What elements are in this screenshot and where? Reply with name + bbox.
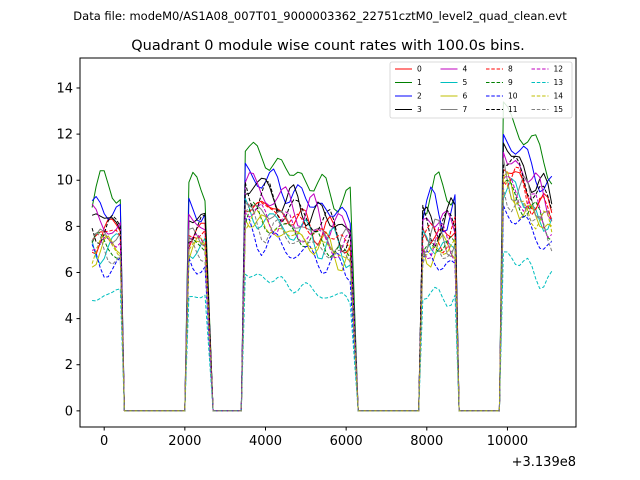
y-tick-label: 8 — [65, 220, 73, 235]
series-line-9 — [91, 179, 553, 412]
legend-label-6: 6 — [463, 92, 468, 101]
axes-frame — [79, 57, 577, 428]
x-tick-label: 8000 — [410, 434, 443, 449]
series-line-15 — [91, 187, 553, 412]
y-tick-label: 10 — [56, 174, 73, 189]
legend-label-9: 9 — [508, 78, 513, 87]
series-line-5 — [91, 178, 553, 412]
legend-label-12: 12 — [554, 65, 564, 74]
legend-label-14: 14 — [554, 92, 564, 101]
series-lines — [91, 101, 553, 412]
series-line-14 — [91, 176, 553, 412]
chart-title: Quadrant 0 module wise count rates with … — [131, 38, 525, 54]
series-line-12 — [91, 175, 553, 412]
y-tick-label: 2 — [65, 358, 73, 373]
y-tick-label: 0 — [65, 404, 73, 419]
legend-label-5: 5 — [463, 78, 468, 87]
x-axis-offset-label: +3.139e8 — [512, 455, 576, 470]
legend-label-4: 4 — [463, 65, 468, 74]
legend-label-2: 2 — [417, 92, 422, 101]
data-file-label: Data file: modeM0/AS1A08_007T01_90000033… — [73, 9, 567, 23]
series-line-3 — [91, 142, 553, 412]
legend-label-11: 11 — [508, 105, 518, 114]
x-tick-label: 10000 — [487, 434, 528, 449]
y-axis-ticks: 0 2 4 6 8 10 12 14 — [56, 81, 80, 419]
legend-label-13: 13 — [554, 78, 564, 87]
series-line-4 — [91, 151, 553, 412]
y-tick-label: 14 — [56, 81, 73, 96]
x-tick-label: 2000 — [168, 434, 201, 449]
legend-frame — [389, 61, 573, 119]
series-line-7 — [91, 157, 553, 412]
series-line-1 — [91, 101, 553, 412]
legend-label-3: 3 — [417, 105, 422, 114]
series-line-13 — [92, 251, 553, 412]
legend-label-7: 7 — [463, 105, 468, 114]
y-tick-label: 4 — [65, 312, 73, 327]
legend-label-8: 8 — [508, 65, 513, 74]
legend-label-10: 10 — [508, 92, 518, 101]
x-tick-label: 4000 — [249, 434, 282, 449]
series-line-11 — [91, 155, 553, 412]
legend-label-1: 1 — [417, 78, 422, 87]
legend-label-15: 15 — [554, 105, 564, 114]
x-tick-label: 0 — [100, 434, 108, 449]
series-line-6 — [91, 171, 553, 412]
x-tick-label: 6000 — [330, 434, 363, 449]
legend-label-0: 0 — [417, 65, 422, 74]
y-tick-label: 12 — [56, 128, 73, 143]
y-tick-label: 6 — [65, 266, 73, 281]
x-axis-ticks: 0 2000 4000 6000 8000 10000 — [100, 427, 528, 449]
